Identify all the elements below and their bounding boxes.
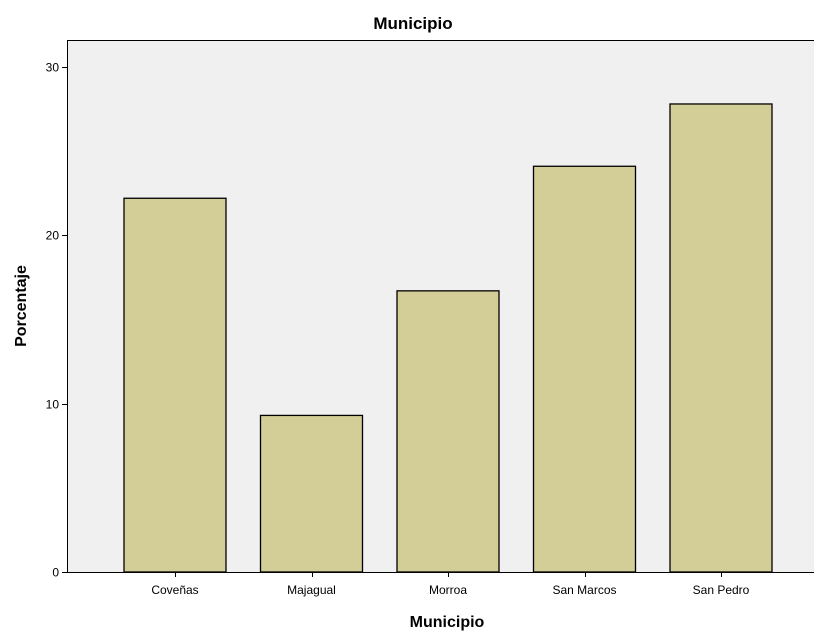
x-tick-label: San Pedro <box>693 583 750 597</box>
bar-4 <box>669 103 773 573</box>
x-tick-label: San Marcos <box>552 583 616 597</box>
y-ticks-group: 0 10 20 30 <box>46 61 67 580</box>
bar-0 <box>123 197 227 573</box>
y-tick-label: 30 <box>46 61 60 75</box>
x-axis-label: Municipio <box>410 614 485 631</box>
x-ticks-group: Coveñas Majagual Morroa San Marcos San Pedro <box>151 572 750 597</box>
y-tick-label: 0 <box>52 566 59 580</box>
y-axis-label: Porcentaje <box>13 265 30 347</box>
x-tick-label: Morroa <box>429 583 467 597</box>
bar-2 <box>396 290 500 573</box>
bar-3 <box>532 165 637 573</box>
x-tick-label: Majagual <box>287 583 336 597</box>
y-tick-label: 10 <box>46 398 60 412</box>
y-tick-label: 20 <box>46 229 60 243</box>
bars-group <box>123 103 773 573</box>
x-tick-label: Coveñas <box>151 583 198 597</box>
bar-1 <box>259 414 364 573</box>
chart-title: Municipio <box>373 14 452 33</box>
